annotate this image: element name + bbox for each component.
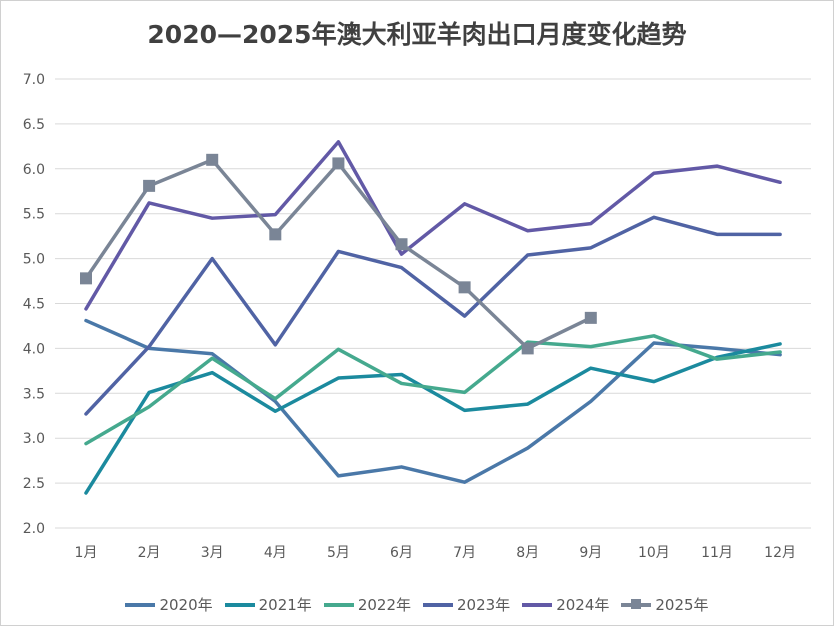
legend-label: 2025年 — [655, 596, 709, 614]
data-point-marker — [521, 342, 534, 355]
y-tick-label: 5.0 — [23, 252, 45, 268]
x-tick-label: 4月 — [264, 545, 287, 561]
series-line-2023年 — [84, 215, 782, 416]
x-tick-label: 7月 — [453, 545, 476, 561]
series-line-2022年 — [84, 334, 782, 446]
legend-item: 2023年 — [423, 594, 510, 615]
plot-area: 2.0 2.5 3.0 3.5 4.0 4.5 5.0 5.5 6.0 6.5 7.0 1月 2月 3月 4… — [23, 72, 811, 561]
y-tick-label: 2.5 — [23, 476, 45, 492]
y-tick-label: 4.5 — [23, 297, 45, 313]
y-tick-label: 2.0 — [23, 521, 45, 537]
data-point-marker — [206, 153, 219, 166]
legend-item: 2025年 — [621, 594, 709, 615]
legend-swatch — [522, 602, 553, 607]
data-point-marker — [143, 179, 156, 192]
data-point-marker — [269, 228, 282, 241]
y-tick-label: 6.5 — [23, 117, 45, 133]
legend-label: 2020年 — [159, 596, 213, 614]
chart-title: 2020—2025年澳大利亚羊肉出口月度变化趋势 — [147, 20, 687, 49]
legend-item: 2021年 — [224, 594, 312, 615]
y-tick-label: 3.5 — [23, 386, 45, 402]
x-tick-label: 10月 — [638, 545, 670, 561]
y-tick-label: 4.0 — [23, 341, 45, 357]
x-tick-label: 3月 — [201, 545, 224, 561]
legend-item: 2020年 — [125, 594, 213, 615]
legend-swatch — [125, 602, 156, 607]
series-line-2021年 — [84, 342, 782, 495]
series-line-2020年 — [84, 318, 782, 484]
x-tick-label: 8月 — [516, 545, 539, 561]
x-tick-label: 5月 — [327, 545, 350, 561]
x-tick-label: 9月 — [579, 545, 602, 561]
legend-label: 2023年 — [457, 596, 511, 614]
x-tick-label: 11月 — [701, 545, 733, 561]
legend-label: 2022年 — [357, 596, 411, 614]
data-point-marker — [80, 272, 92, 285]
legend-swatch — [423, 602, 453, 607]
y-tick-label: 3.0 — [23, 431, 45, 447]
x-tick-label: 6月 — [390, 545, 413, 561]
y-tick-label: 6.0 — [23, 162, 45, 178]
data-point-marker — [584, 311, 597, 324]
legend-item: 2024年 — [522, 594, 609, 615]
series-line-2024年 — [84, 140, 782, 311]
x-tick-label: 1月 — [75, 545, 98, 561]
legend-item: 2022年 — [323, 594, 411, 615]
legend-swatch — [323, 602, 354, 607]
data-point-marker — [395, 238, 408, 251]
legend-label: 2024年 — [556, 596, 610, 614]
data-point-marker — [458, 281, 471, 294]
x-tick-label: 2月 — [138, 545, 161, 561]
legend-label: 2021年 — [258, 596, 312, 614]
y-tick-label: 7.0 — [23, 72, 45, 88]
x-tick-label: 12月 — [764, 545, 796, 561]
legend-swatch — [224, 602, 255, 607]
y-tick-label: 5.5 — [23, 207, 45, 223]
legend: 2020年 2021年 2022年 2023年 2024年 2025年 — [1, 594, 833, 615]
data-point-marker — [332, 157, 345, 170]
legend-swatch — [621, 598, 652, 609]
